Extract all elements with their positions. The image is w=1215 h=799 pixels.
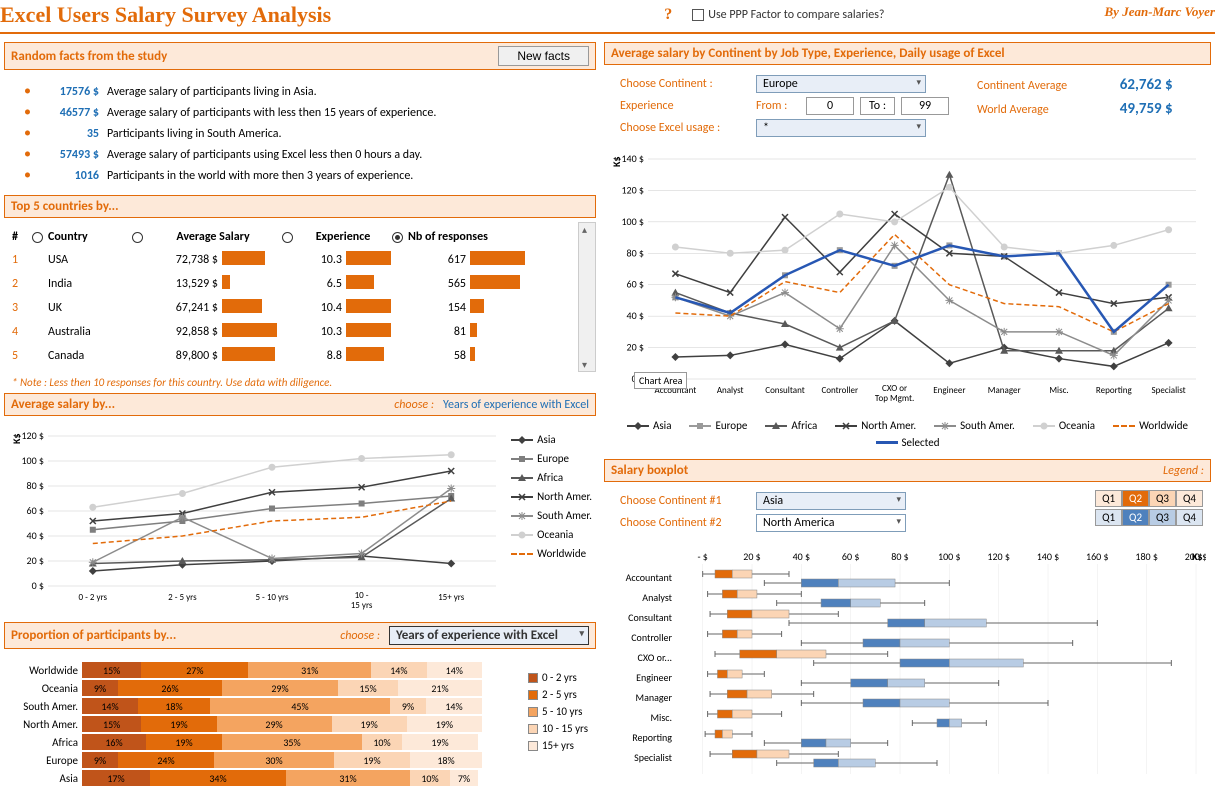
ppp-label: Use PPP Factor to compare salaries? [708,8,884,22]
svg-text:Specialist: Specialist [1152,385,1186,396]
svg-text:Accountant: Accountant [626,571,673,584]
continent-select[interactable]: Europe [756,75,926,93]
svg-text:0 - 2 yrs: 0 - 2 yrs [79,592,108,603]
svg-text:Consultant: Consultant [765,385,804,396]
svg-text:80 $: 80 $ [891,550,908,563]
svg-text:Specialist: Specialist [634,751,673,764]
svg-text:120 $: 120 $ [21,429,44,442]
svg-text:5 - 10 yrs: 5 - 10 yrs [255,592,289,603]
svg-text:100 $: 100 $ [21,454,44,467]
stacked-row: North Amer.15%19%29%19%19% [8,715,524,733]
svg-text:2 - 5 yrs: 2 - 5 yrs [168,592,197,603]
sort-salary-radio[interactable] [132,232,143,243]
page-title: Excel Users Salary Survey Analysis [0,2,331,28]
new-facts-button[interactable]: New facts [498,46,589,66]
box-c2-select[interactable]: North America [756,514,906,532]
table-row: 3UK67,241 $10.4154 [12,296,570,320]
help-icon[interactable]: ? [664,6,672,24]
svg-text:Analyst: Analyst [717,385,744,396]
stacked-row: Oceania9%26%29%15%21% [8,679,524,697]
svg-text:Controller: Controller [821,385,858,396]
svg-text:Manager: Manager [988,385,1021,396]
stacked-row: Asia17%34%31%10%7% [8,769,524,787]
sort-exp-radio[interactable] [282,232,293,243]
facts-list: •17576 $Average salary of participants l… [4,74,596,195]
svg-text:80 $: 80 $ [627,246,644,259]
ppp-checkbox[interactable] [692,9,704,21]
svg-text:60 $: 60 $ [842,550,859,563]
table-row: 5Canada89,800 $8.858 [12,344,570,368]
svg-text:Analyst: Analyst [642,591,672,604]
table-row: 1USA72,738 $10.3617 [12,248,570,272]
right-chart-legend: AsiaEuropeAfricaNorth Amer.South Amer.Oc… [604,415,1211,453]
box-legend-1: Q1Q2Q3Q4 [1095,490,1203,507]
top5-note: * Note : Less then 10 responses for this… [4,372,596,393]
sort-resp-radio[interactable] [392,232,403,243]
usage-select[interactable]: * [756,119,926,137]
svg-text:Reporting: Reporting [632,731,672,744]
facts-header: Random facts from the study New facts [4,42,596,70]
svg-text:CXO or...: CXO or... [638,651,672,664]
avgby-select[interactable]: Years of experience with Excel [443,398,589,412]
svg-text:Consultant: Consultant [628,611,672,624]
prop-header: Proportion of participants by... choose … [4,622,596,649]
table-row: 4Australia92,858 $10.381 [12,320,570,344]
svg-text:40 $: 40 $ [793,550,810,563]
avgby-header: Average salary by... choose : Years of e… [4,393,596,416]
svg-text:120 $: 120 $ [621,183,644,196]
box-c1-select[interactable]: Asia [756,492,906,510]
svg-text:15+ yrs: 15+ yrs [438,592,465,603]
svg-text:80 $: 80 $ [27,479,44,492]
svg-text:K$: K$ [10,433,23,444]
svg-text:Engineer: Engineer [933,385,965,396]
boxplot-header: Salary boxplot Legend : [604,459,1211,482]
svg-text:20 $: 20 $ [627,341,644,354]
svg-text:K$: K$ [610,156,623,167]
boxplot-chart: - $ 20 $ 40 $ 60 $ 80 $ 100 $ 120 $ 140 $ 160 $ 1… [604,538,1211,780]
svg-text:60 $: 60 $ [27,504,44,517]
sort-country-radio[interactable] [32,232,43,243]
svg-text:140 $: 140 $ [1037,550,1060,563]
top5-header: Top 5 countries by... [4,195,596,218]
prop-select[interactable]: Years of experience with Excel [389,626,589,645]
svg-text:0 $: 0 $ [32,579,44,592]
svg-text:120 $: 120 $ [987,550,1010,563]
svg-text:20 $: 20 $ [743,550,760,563]
right-chart: 0 $20 $40 $60 $80 $100 $120 $140 $K$Acco… [604,143,1211,415]
byline: By Jean-Marc Voyer [1105,4,1215,26]
box-legend-2: Q1Q2Q3Q4 [1095,509,1203,526]
right-chart-header: Average salary by Continent by Job Type,… [604,42,1211,65]
svg-text:Misc.: Misc. [1049,385,1068,396]
svg-text:Engineer: Engineer [636,671,672,684]
top5-scrollbar[interactable] [578,222,596,372]
svg-text:60 $: 60 $ [627,278,644,291]
svg-text:40 $: 40 $ [27,529,44,542]
world-avg-value: 49,759 $ [1120,100,1173,118]
table-row: 2India13,529 $6.5565 [12,272,570,296]
svg-text:20 $: 20 $ [27,554,44,567]
stacked-row: Europe9%24%30%19%18% [8,751,524,769]
svg-text:Top Mgmt.: Top Mgmt. [875,393,914,404]
stacked-row: Africa16%19%35%10%19% [8,733,524,751]
svg-text:15 yrs: 15 yrs [351,600,373,611]
svg-text:160 $: 160 $ [1086,550,1109,563]
svg-text:- $: - $ [697,550,707,563]
svg-text:K$: K$ [1192,550,1203,563]
svg-text:Controller: Controller [631,631,672,644]
exp-to-input[interactable]: 99 [901,97,949,115]
svg-text:140 $: 140 $ [621,152,644,165]
continent-avg-value: 62,762 $ [1120,76,1173,94]
svg-text:Manager: Manager [636,691,673,704]
svg-text:100 $: 100 $ [938,550,961,563]
svg-text:Misc.: Misc. [650,711,672,724]
svg-text:180 $: 180 $ [1135,550,1158,563]
svg-text:40 $: 40 $ [627,309,644,322]
chart-area-tooltip: Chart Area [634,372,687,389]
avgby-chart: 0 $ 20 $ 40 $ 60 $ 80 $ 100 $ 120 $K$ 0 - 2 yrs… [4,420,596,622]
stacked-row: Worldwide15%27%31%14%14% [8,661,524,679]
svg-text:Reporting: Reporting [1096,385,1133,396]
stacked-row: South Amer.14%18%45%9%14% [8,697,524,715]
exp-from-input[interactable]: 0 [806,97,854,115]
svg-text:100 $: 100 $ [621,215,644,228]
